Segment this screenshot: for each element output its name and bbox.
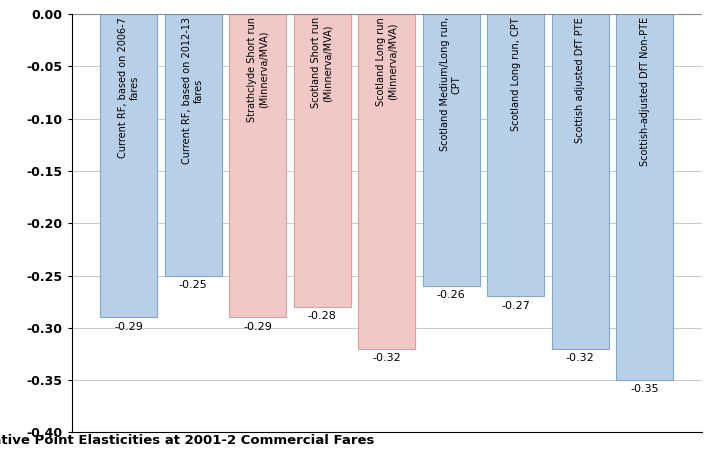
Bar [165, 14, 221, 275]
Text: Scotland Short run
(Minnerva/MVA): Scotland Short run (Minnerva/MVA) [311, 17, 333, 109]
Text: -0.29: -0.29 [243, 321, 272, 331]
Text: -0.27: -0.27 [501, 301, 530, 311]
Bar [100, 14, 157, 317]
Bar [488, 14, 544, 297]
Bar [229, 14, 286, 317]
Text: -0.28: -0.28 [308, 311, 337, 321]
Text: Current RF, based on 2006-7
fares: Current RF, based on 2006-7 fares [118, 17, 140, 158]
Bar [358, 14, 415, 349]
Text: -0.32: -0.32 [566, 353, 594, 363]
Text: Scotland Medium/Long run,
CPT: Scotland Medium/Long run, CPT [440, 17, 462, 151]
Text: Current RF, based on 2012-13
fares: Current RF, based on 2012-13 fares [183, 17, 204, 164]
Text: -0.25: -0.25 [179, 280, 208, 290]
Bar [422, 14, 480, 286]
Text: Scotland Long run, CPT: Scotland Long run, CPT [511, 17, 521, 131]
Text: Scottish-adjusted DfT Non-PTE: Scottish-adjusted DfT Non-PTE [639, 17, 649, 166]
Text: Scottish adjusted DfT PTE: Scottish adjusted DfT PTE [575, 17, 585, 143]
Bar [616, 14, 673, 380]
Text: Strathclyde Short run
(Minnerva/MVA): Strathclyde Short run (Minnerva/MVA) [247, 17, 268, 122]
Text: Illustrative Point Elasticities at 2001-2 Commercial Fares: Illustrative Point Elasticities at 2001-… [0, 434, 374, 447]
Bar [294, 14, 351, 307]
Text: -0.26: -0.26 [437, 290, 465, 300]
Text: -0.29: -0.29 [114, 321, 143, 331]
Text: -0.32: -0.32 [372, 353, 401, 363]
Text: -0.35: -0.35 [630, 384, 659, 394]
Bar [552, 14, 609, 349]
Text: Scotland Long run
(Minnerva/MVA): Scotland Long run (Minnerva/MVA) [376, 17, 397, 106]
